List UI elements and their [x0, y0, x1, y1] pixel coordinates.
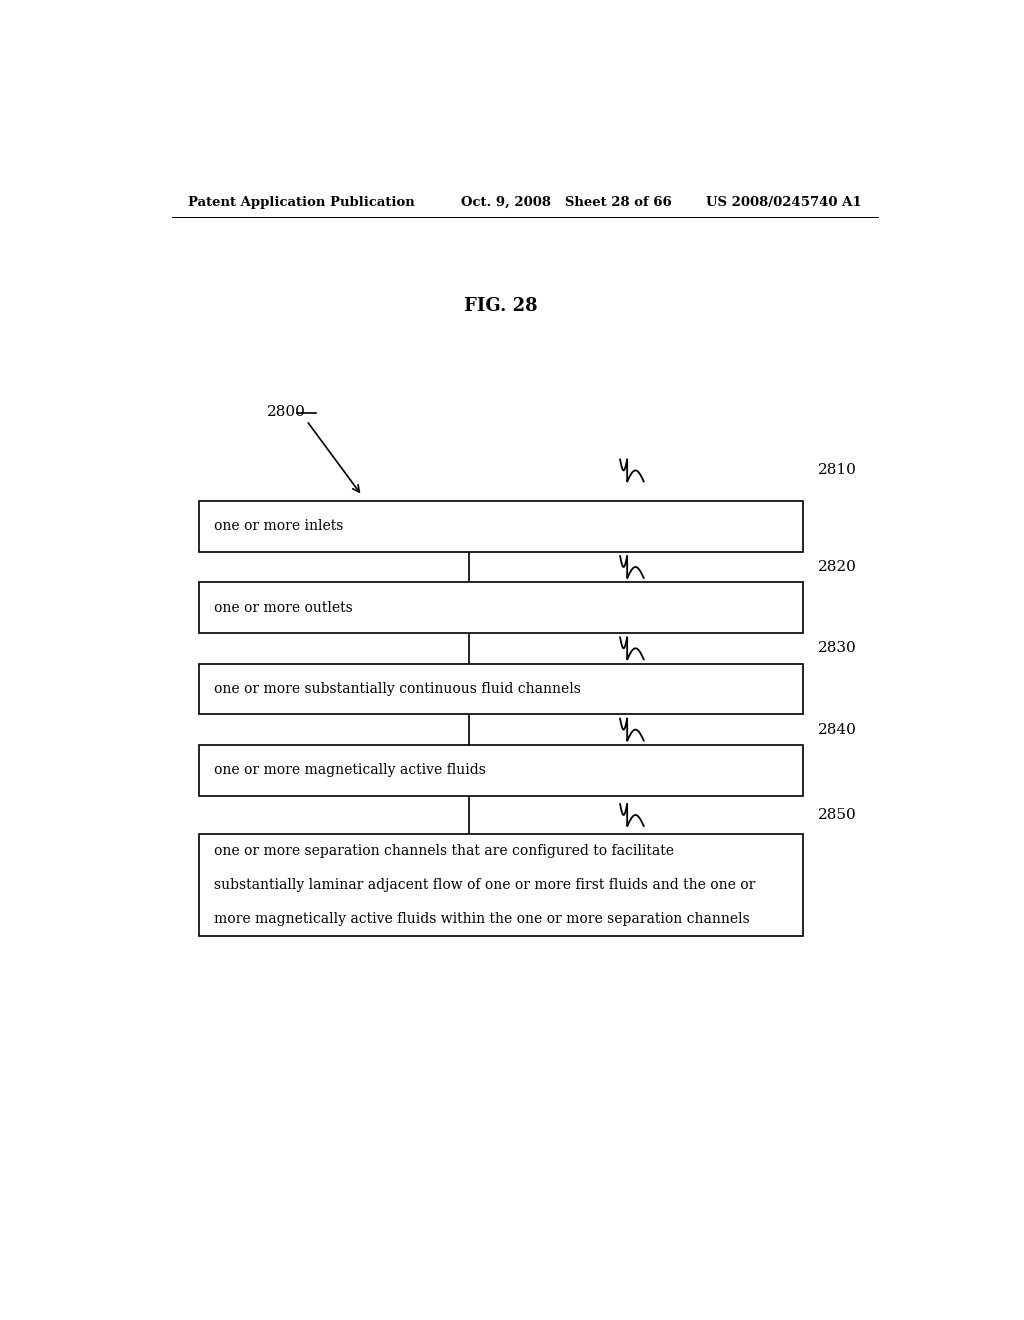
Text: 2830: 2830	[818, 642, 857, 655]
Text: one or more inlets: one or more inlets	[214, 519, 343, 533]
Text: 2820: 2820	[818, 560, 857, 574]
Text: more magnetically active fluids within the one or more separation channels: more magnetically active fluids within t…	[214, 912, 750, 927]
Text: 2850: 2850	[818, 808, 857, 822]
Text: US 2008/0245740 A1: US 2008/0245740 A1	[707, 195, 862, 209]
Bar	[200, 664, 803, 714]
Text: one or more substantially continuous fluid channels: one or more substantially continuous flu…	[214, 682, 581, 696]
Bar	[200, 500, 803, 552]
Text: one or more separation channels that are configured to facilitate: one or more separation channels that are…	[214, 845, 674, 858]
Text: 2800: 2800	[267, 405, 306, 420]
Text: substantially laminar adjacent flow of one or more first fluids and the one or: substantially laminar adjacent flow of o…	[214, 878, 755, 892]
Text: one or more magnetically active fluids: one or more magnetically active fluids	[214, 763, 485, 777]
Text: one or more outlets: one or more outlets	[214, 601, 352, 615]
Text: 2840: 2840	[818, 722, 857, 737]
Text: FIG. 28: FIG. 28	[464, 297, 538, 314]
Bar	[200, 744, 803, 796]
Text: Patent Application Publication: Patent Application Publication	[187, 195, 415, 209]
Text: 2810: 2810	[818, 463, 857, 478]
Bar	[200, 834, 803, 936]
Bar	[200, 582, 803, 634]
Text: Oct. 9, 2008   Sheet 28 of 66: Oct. 9, 2008 Sheet 28 of 66	[461, 195, 672, 209]
